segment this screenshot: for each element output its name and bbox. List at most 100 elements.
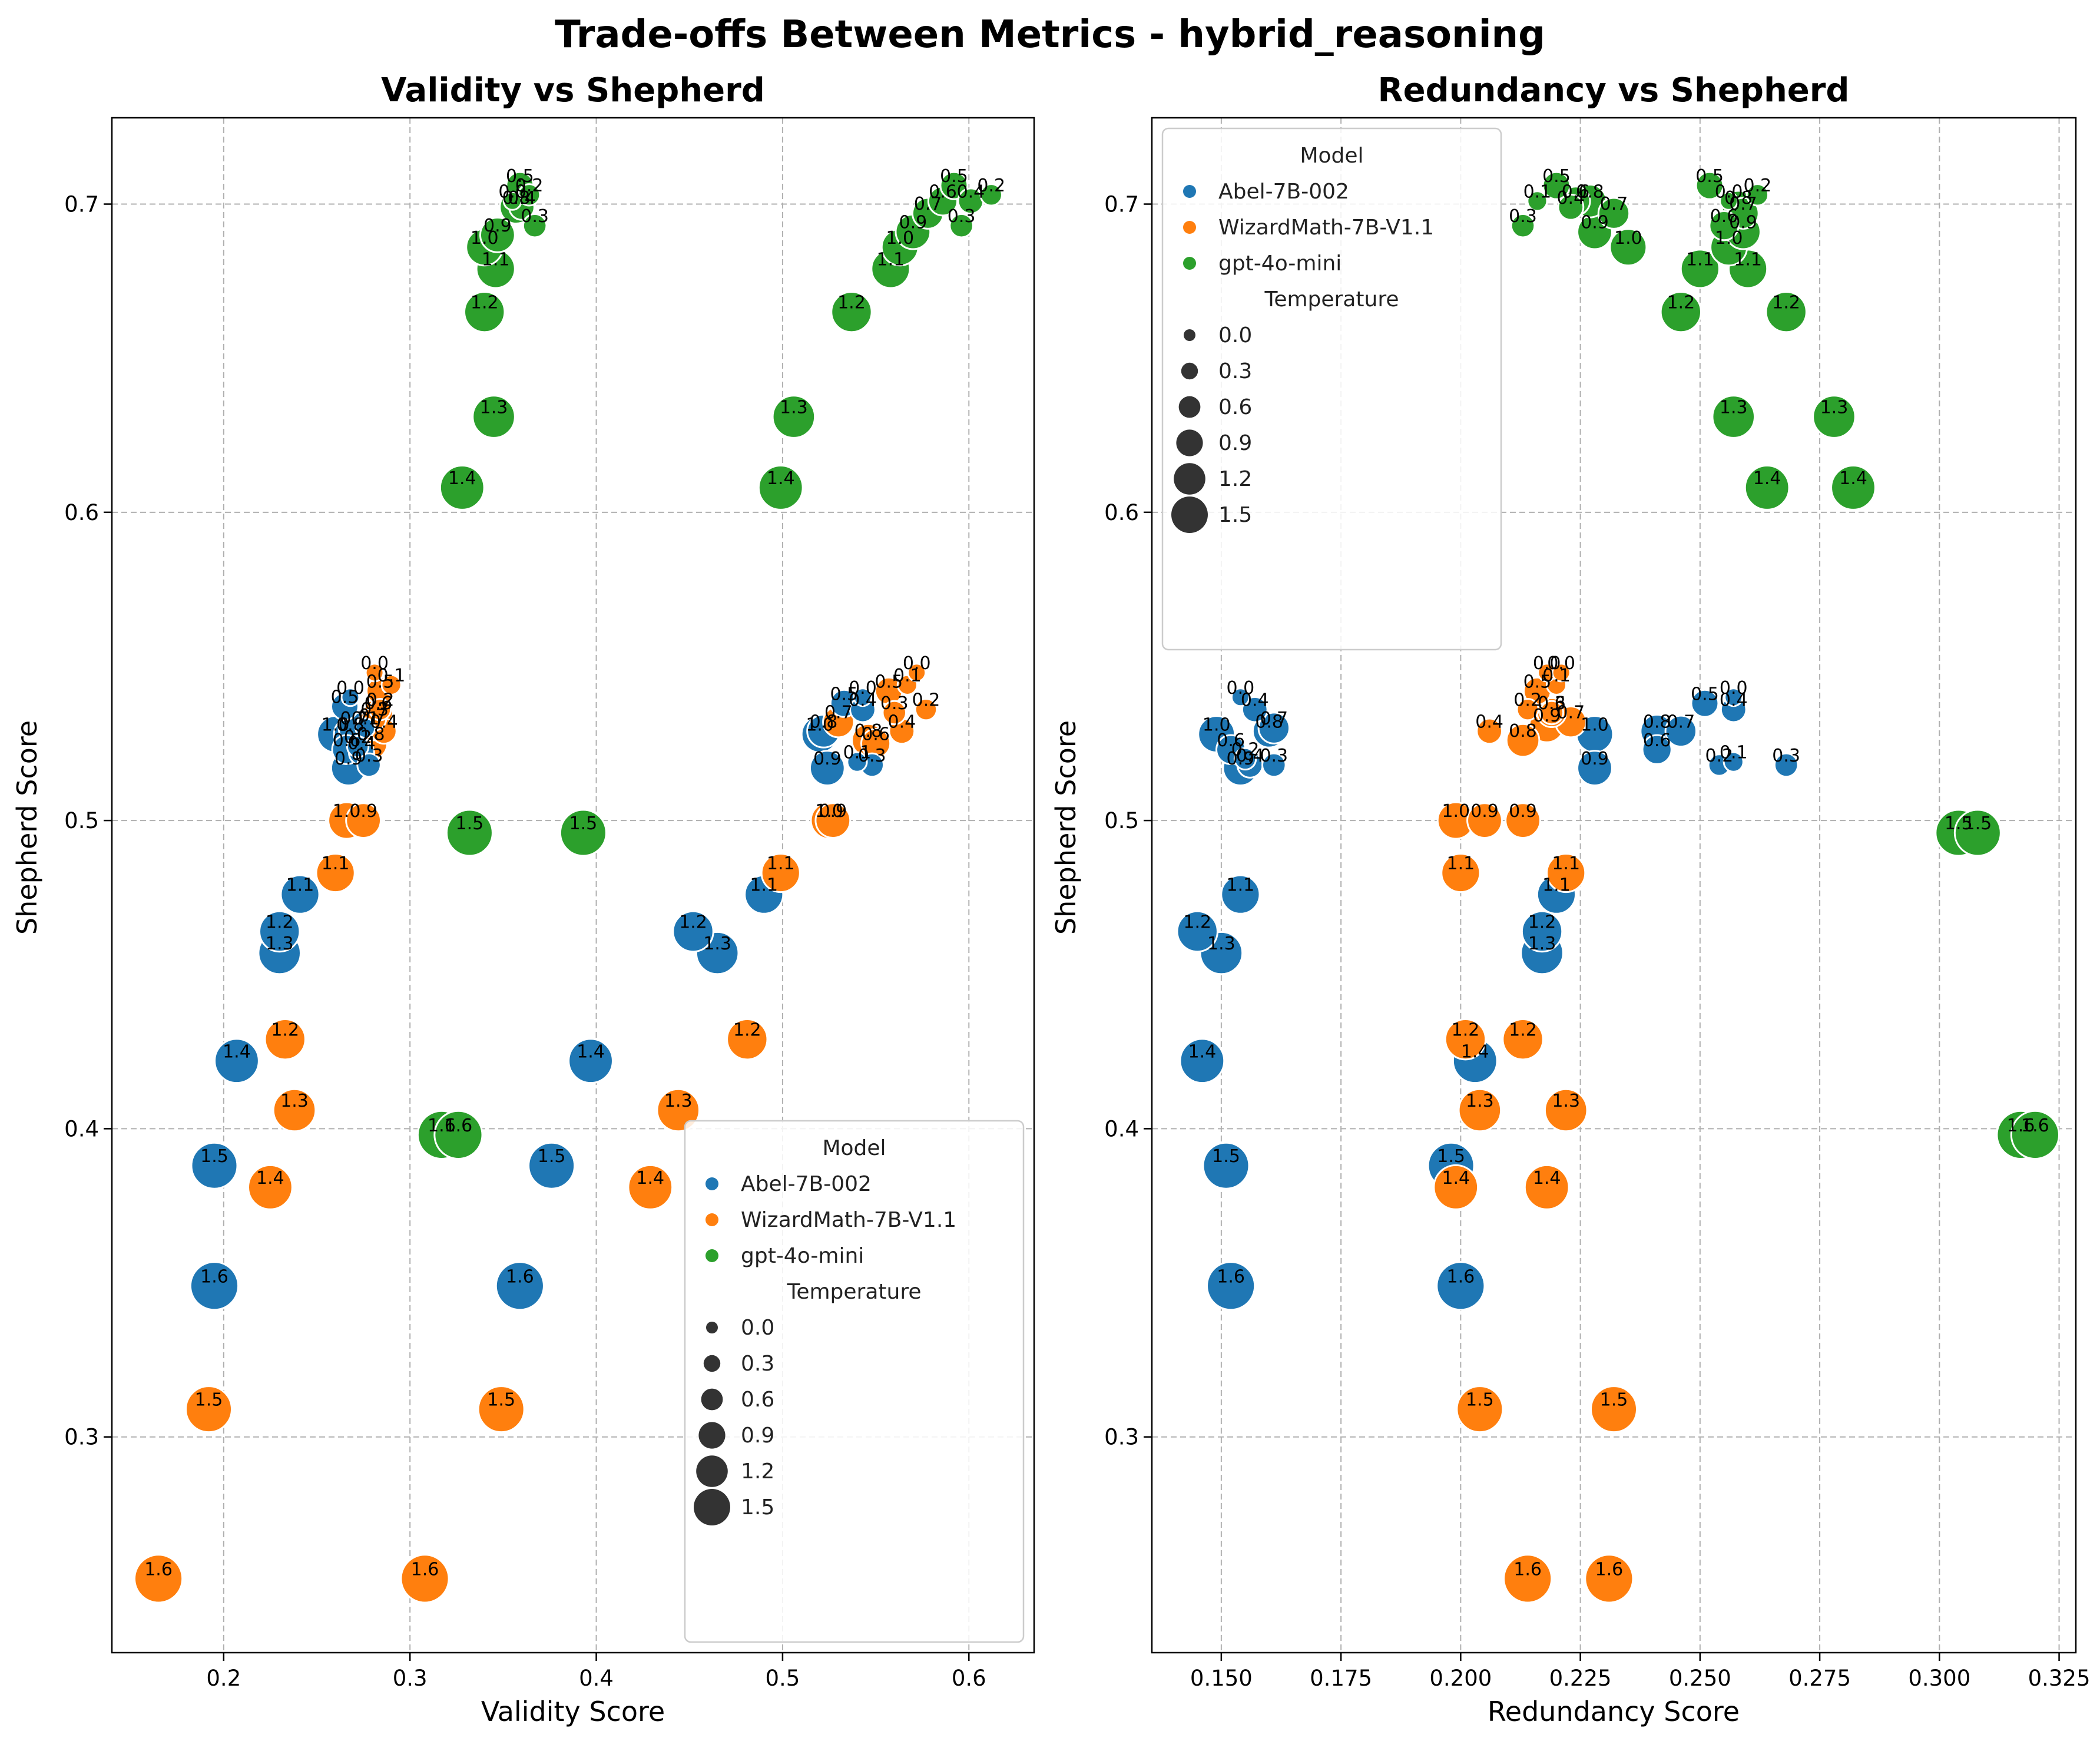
- point-label: 1.2: [733, 1020, 761, 1041]
- point-label: 1.6: [144, 1559, 173, 1580]
- scatter-point: [1220, 874, 1261, 915]
- scatter-point: [1503, 1554, 1553, 1604]
- scatter-point: [1241, 696, 1268, 723]
- y-tick-label: 0.4: [1104, 1116, 1139, 1141]
- point-label: 1.3: [266, 934, 294, 954]
- scatter-point: [1466, 802, 1503, 839]
- scatter-point: [627, 1164, 674, 1210]
- legend-marker: [705, 1177, 718, 1190]
- scatter-point: [247, 1164, 293, 1210]
- validity-legend: Model Abel-7B-002 WizardMath-7B-V1.1 gpt-4o…: [684, 1120, 1025, 1643]
- legend-size-marker: [1174, 463, 1205, 495]
- point-label: 0.4: [888, 711, 916, 732]
- panel-title-validity: Validity vs Shepherd: [381, 71, 765, 110]
- point-label: 0.3: [521, 206, 549, 227]
- point-label: 0.7: [1729, 194, 1757, 214]
- legend-model-entry: Abel-7B-002: [1218, 180, 1349, 204]
- legend-temperature-entry: 1.5: [1218, 503, 1252, 527]
- legend-section-title: Temperature: [1264, 287, 1399, 312]
- point-label: 1.3: [664, 1091, 693, 1111]
- scatter-point: [1557, 193, 1585, 221]
- point-label: 0.4: [1475, 711, 1503, 732]
- point-label: 1.2: [1528, 912, 1556, 932]
- scatter-point: [346, 734, 370, 759]
- legend-temperature-entry: 1.2: [1218, 467, 1252, 491]
- point-label: 1.3: [1720, 398, 1748, 418]
- point-label: 1.4: [1533, 1168, 1561, 1189]
- point-label: 0.8: [810, 711, 838, 732]
- point-label: 0.1: [1720, 743, 1748, 763]
- point-label: 0.3: [880, 693, 909, 714]
- point-label: 0.2: [1231, 739, 1260, 760]
- point-label: 1.3: [280, 1091, 309, 1111]
- point-label: 1.2: [266, 912, 294, 932]
- point-label: 0.9: [1509, 801, 1537, 822]
- scatter-point: [259, 910, 301, 953]
- point-label: 0.7: [1556, 703, 1585, 723]
- scatter-point: [1444, 1018, 1487, 1061]
- point-label: 1.6: [506, 1266, 534, 1287]
- scatter-point: [1546, 852, 1586, 893]
- legend-temperature-entry: 0.6: [741, 1388, 774, 1412]
- point-label: 0.0: [1715, 181, 1743, 202]
- scatter-point: [522, 213, 548, 239]
- legend-marker: [705, 1249, 718, 1262]
- point-label: 0.7: [914, 194, 942, 214]
- point-label: 1.4: [1188, 1041, 1217, 1062]
- point-label: 0.5: [366, 671, 395, 692]
- scatter-point: [502, 191, 522, 211]
- point-label: 1.1: [750, 875, 778, 896]
- point-label: 0.5: [1523, 671, 1552, 692]
- scatter-point: [345, 802, 382, 839]
- scatter-point: [365, 663, 385, 683]
- point-label: 0.9: [1470, 801, 1499, 822]
- scatter-point: [1719, 191, 1739, 211]
- legend-section-title: Model: [1300, 144, 1363, 168]
- point-label: 1.3: [1552, 1091, 1580, 1111]
- scatter-point: [1505, 802, 1541, 839]
- x-tick-label: 0.3: [393, 1666, 428, 1691]
- point-label: 1.0: [806, 715, 834, 736]
- point-label: 1.4: [1442, 1168, 1470, 1189]
- point-label: 0.5: [940, 166, 968, 187]
- point-label: 1.2: [679, 912, 707, 932]
- scatter-point: [1440, 852, 1481, 893]
- point-label: 1.1: [1542, 875, 1571, 896]
- scatter-point: [1543, 1088, 1588, 1133]
- point-label: 0.3: [1509, 206, 1537, 227]
- y-tick-label: 0.5: [1104, 808, 1139, 833]
- point-label: 0.0: [1533, 653, 1561, 674]
- scatter-point: [1830, 465, 1876, 511]
- axes-frame: [1151, 117, 2077, 1654]
- legend-size-marker: [701, 1388, 723, 1411]
- point-label: 0.6: [1538, 693, 1566, 714]
- point-label: 0.4: [849, 690, 877, 711]
- x-tick-label: 0.2: [206, 1666, 241, 1691]
- point-label: 1.1: [322, 853, 350, 874]
- scatter-point: [1230, 687, 1250, 707]
- legend-size-marker: [694, 1489, 730, 1525]
- scatter-point: [185, 1385, 233, 1434]
- point-label: 1.4: [448, 468, 476, 489]
- scatter-point: [830, 290, 873, 333]
- scatter-point: [1510, 213, 1536, 239]
- scatter-point: [1176, 910, 1218, 953]
- point-label: 0.0: [1547, 653, 1575, 674]
- scatter-point: [1233, 747, 1257, 771]
- scatter-point: [433, 1110, 483, 1160]
- point-label: 0.4: [957, 181, 985, 202]
- scatter-point: [439, 465, 485, 511]
- point-label: 1.2: [837, 293, 866, 313]
- scatter-point: [1723, 751, 1744, 773]
- legend-marker: [1183, 221, 1196, 234]
- x-tick-label: 0.225: [1549, 1666, 1612, 1691]
- scatter-point: [1502, 1018, 1544, 1061]
- y-tick-label: 0.4: [64, 1116, 99, 1141]
- point-label: 0.2: [1744, 176, 1772, 196]
- point-label: 0.7: [1600, 194, 1628, 214]
- point-label: 0.0: [498, 181, 526, 202]
- point-label: 0.5: [1542, 166, 1571, 187]
- point-label: 1.4: [636, 1168, 664, 1189]
- scatter-point: [1551, 663, 1571, 683]
- scatter-point: [445, 809, 493, 857]
